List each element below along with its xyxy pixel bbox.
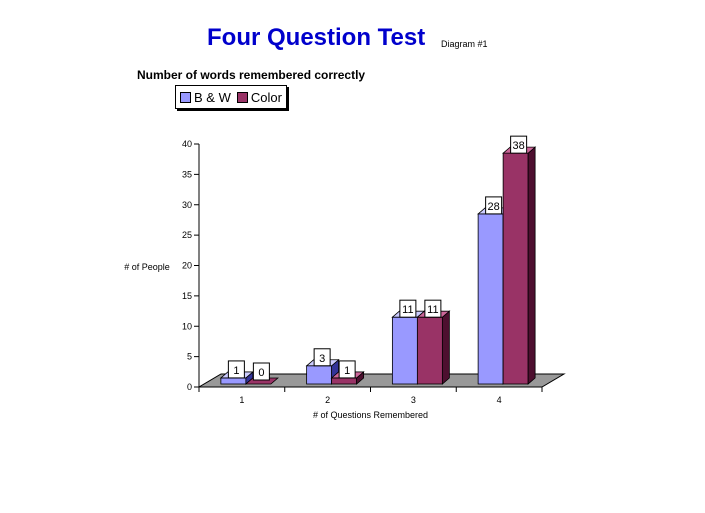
data-label-box	[338, 360, 356, 379]
legend-item-bw: B & W	[180, 90, 231, 105]
y-tick-label: 40	[182, 139, 192, 149]
data-label: 0	[258, 367, 264, 379]
y-axis-title: # of People	[124, 262, 170, 272]
chart-title: Four Question Test	[207, 24, 426, 51]
bar-front	[306, 365, 333, 385]
legend-item-color: Color	[236, 89, 282, 105]
y-tick-label: 15	[182, 291, 192, 301]
x-tick-label: 4	[497, 395, 502, 405]
bar-front	[502, 152, 529, 385]
bar-front	[416, 316, 443, 385]
data-label-box	[313, 348, 331, 367]
bar-side	[441, 310, 450, 385]
y-tick-label: 10	[182, 321, 192, 331]
bar-front	[477, 213, 504, 385]
y-tick-label: 25	[182, 230, 192, 240]
legend-label-bw: B & W	[194, 89, 231, 105]
y-tick-label: 20	[182, 261, 192, 271]
data-label-box	[399, 299, 417, 318]
data-label: 1	[344, 365, 350, 377]
legend-swatch-bw	[180, 91, 191, 103]
y-tick-label: 0	[187, 382, 192, 392]
data-label-box	[510, 135, 528, 154]
legend-label-color: Color	[250, 89, 282, 105]
data-label: 11	[402, 304, 413, 316]
bar-side	[527, 146, 536, 385]
data-label-box	[227, 360, 245, 379]
data-label: 3	[319, 353, 325, 365]
data-label-box	[252, 362, 270, 381]
legend-swatch-color	[236, 91, 248, 103]
bar-color	[416, 310, 451, 385]
bar-front	[331, 377, 358, 385]
diagram-tag: Diagram #1	[441, 39, 488, 49]
data-label: 11	[427, 304, 438, 316]
x-tick-label: 3	[411, 395, 416, 405]
x-axis-title: # of Questions Remembered	[313, 410, 428, 420]
data-label-box	[485, 196, 503, 215]
y-tick-label: 35	[182, 169, 192, 179]
bar-color	[502, 146, 537, 385]
data-label: 1	[233, 365, 239, 377]
bar-front	[220, 377, 247, 385]
legend: B & W Color	[175, 85, 287, 109]
x-tick-label: 2	[325, 395, 330, 405]
data-label: 38	[513, 140, 525, 152]
x-tick-label: 1	[239, 395, 244, 405]
y-tick-label: 5	[187, 352, 192, 362]
data-label-box	[424, 299, 442, 318]
chart-subtitle: Number of words remembered correctly	[137, 68, 366, 82]
data-label: 28	[488, 201, 500, 213]
bar-front	[391, 316, 418, 385]
y-tick-label: 30	[182, 200, 192, 210]
